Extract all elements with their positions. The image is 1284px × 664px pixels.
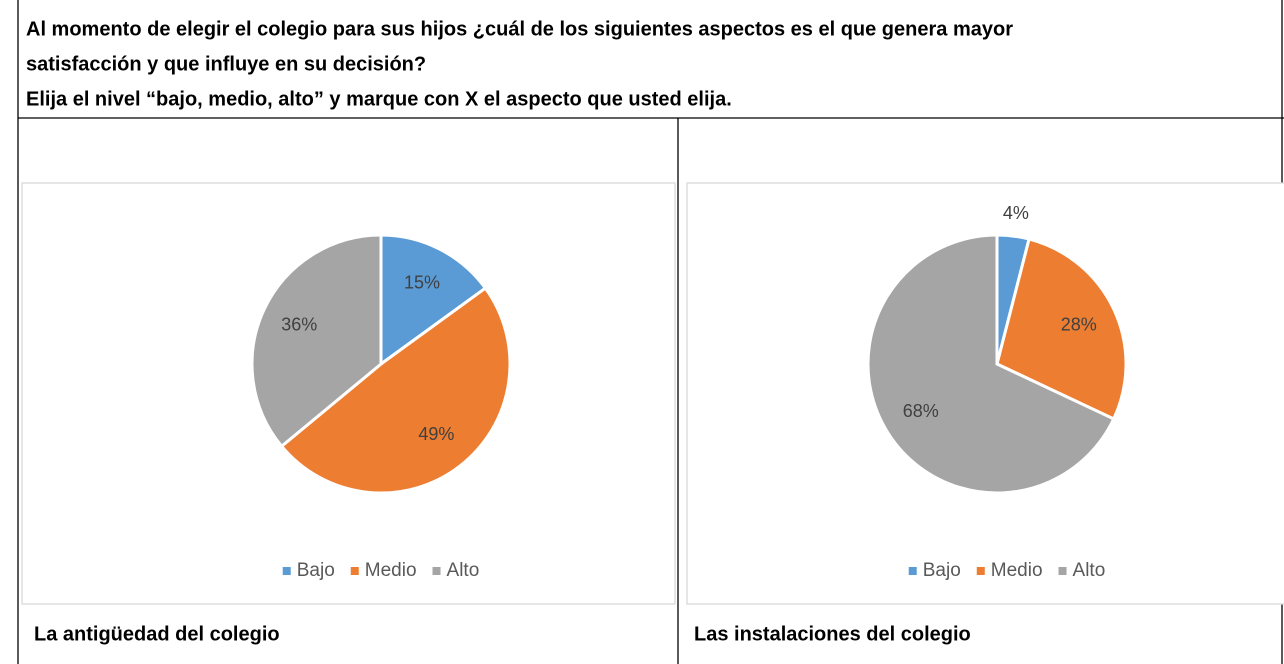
legend-swatch — [282, 567, 291, 575]
legend-label: Bajo — [297, 560, 335, 581]
legend-label: Bajo — [923, 560, 961, 581]
legend-swatch — [350, 567, 359, 575]
legend-label: Alto — [447, 560, 480, 581]
legend-label: Alto — [1073, 560, 1106, 581]
question: satisfacción y que influye en su decisió… — [26, 53, 426, 75]
legend-swatch — [432, 567, 441, 575]
data-label: 49% — [418, 424, 454, 444]
question: Al momento de elegir el colegio para sus… — [26, 18, 1013, 40]
data-label: 4% — [1003, 203, 1029, 223]
legend-label: Medio — [991, 560, 1043, 581]
pie-slice — [379, 233, 488, 367]
pie-slice — [866, 233, 1116, 495]
caption: Las instalaciones del colegio — [694, 623, 971, 645]
data-label: 28% — [1061, 314, 1097, 334]
pie-slice — [995, 237, 1128, 421]
pie-slice — [279, 286, 512, 495]
instruction: Elija el nivel “bajo, medio, alto” y mar… — [26, 88, 732, 110]
caption: La antigüedad del colegio — [34, 623, 280, 645]
legend-swatch — [908, 567, 917, 575]
legend-label: Medio — [365, 560, 417, 581]
pie-slice — [250, 233, 383, 449]
data-label: 68% — [903, 401, 939, 421]
legend-swatch — [976, 567, 985, 575]
data-label: 15% — [404, 272, 440, 292]
data-label: 36% — [281, 314, 317, 334]
legend-swatch — [1058, 567, 1067, 575]
